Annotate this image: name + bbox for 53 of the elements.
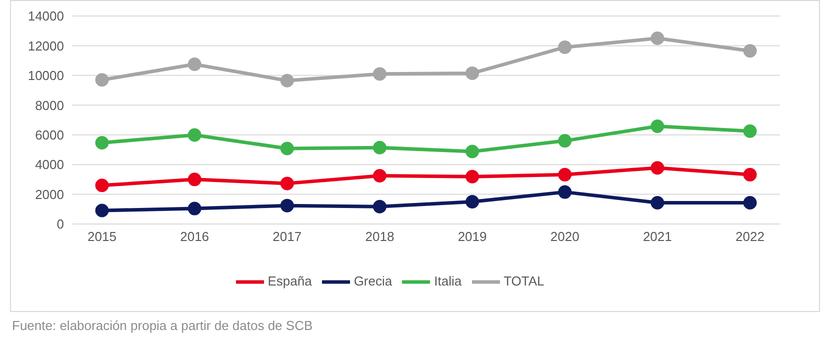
point [372,168,386,182]
y-tick-label: 8000 [35,98,64,113]
y-tick-label: 6000 [35,127,64,142]
point [650,161,664,175]
y-tick-label: 4000 [35,157,64,172]
point [466,66,480,80]
x-tick-label: 2021 [642,229,672,244]
point [280,176,294,190]
legend-label: TOTAL [504,273,544,288]
x-tick-label: 2018 [365,229,394,244]
point [372,200,386,214]
point [280,198,294,212]
point [650,32,664,46]
point [743,196,757,210]
point [95,73,109,87]
source-note: Fuente: elaboración propia a partir de datos de SCB [12,318,313,333]
point [466,144,480,158]
point [188,58,202,72]
legend-label: España [268,273,312,288]
point [280,74,294,88]
point [280,142,294,156]
point [558,40,572,54]
point [466,170,480,184]
x-tick-label: 2022 [736,229,764,244]
point [95,136,109,150]
x-tick-label: 2019 [458,229,487,244]
point [743,44,757,58]
point [558,168,572,182]
x-tick-label: 2020 [550,229,580,244]
y-tick-label: 10000 [28,68,64,84]
point [558,134,572,148]
point [650,196,664,210]
y-tick-label: 12000 [28,38,64,54]
point [188,128,202,142]
point [188,202,202,216]
point [372,140,386,154]
point [743,168,757,182]
x-tick-label: 2017 [272,229,302,244]
point [466,194,480,208]
legend-label: Italia [434,273,462,288]
legend-label: Grecia [354,273,392,288]
point [558,185,572,199]
point [372,67,386,81]
point [650,119,664,133]
x-tick-label: 2016 [180,229,210,244]
y-tick-label: 0 [56,216,64,232]
point [95,204,109,218]
point [95,178,109,192]
x-tick-label: 2015 [88,229,116,244]
point [188,172,202,186]
y-tick-label: 14000 [28,8,64,24]
point [743,124,757,138]
y-tick-label: 2000 [35,186,64,202]
